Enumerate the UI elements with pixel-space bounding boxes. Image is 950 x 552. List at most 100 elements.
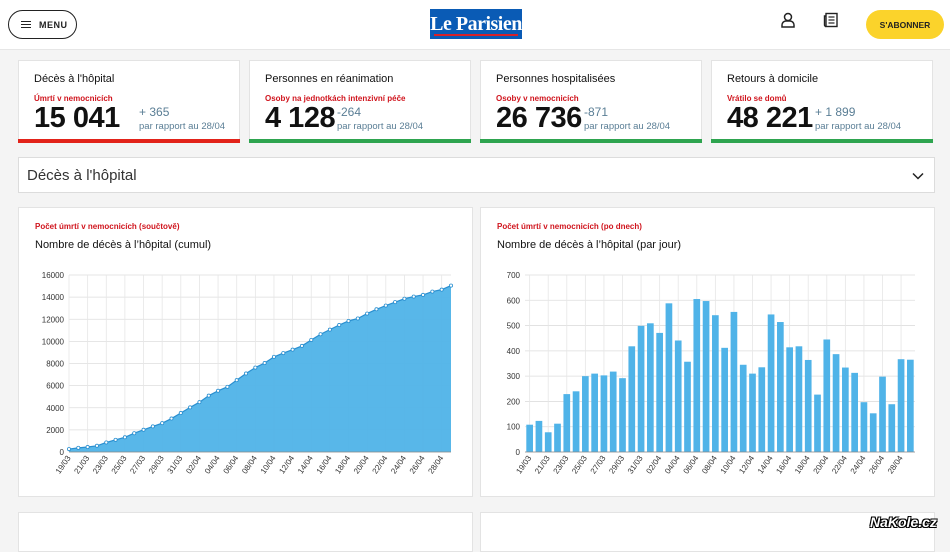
stat-value: 15 041: [34, 102, 120, 134]
accordion-title: Décès à l'hôpital: [27, 167, 137, 184]
data-point: [244, 371, 249, 376]
chart-red-title: Počet úmrtí v nemocnicích (po dnech): [497, 222, 642, 231]
data-point: [160, 421, 165, 426]
x-tick-label: 28/04: [426, 454, 445, 476]
data-point: [113, 437, 118, 442]
data-point: [76, 445, 81, 450]
chart-red-title: Počet úmrtí v nemocnicích (součtově): [35, 222, 180, 231]
bar: [609, 371, 617, 452]
stat-card-icu: Personnes en réanimation Osoby na jednot…: [249, 60, 471, 143]
data-point: [281, 351, 286, 356]
y-tick-label: 16000: [42, 271, 65, 280]
x-tick-label: 29/03: [607, 454, 626, 476]
data-point: [122, 435, 127, 440]
section-accordion[interactable]: Décès à l'hôpital: [18, 157, 935, 193]
bar: [647, 323, 654, 452]
bar: [721, 347, 728, 452]
hamburger-icon: [21, 20, 31, 29]
y-tick-label: 8000: [46, 360, 64, 369]
stat-value: 4 128: [265, 102, 336, 134]
x-tick-label: 02/04: [644, 454, 663, 476]
menu-button[interactable]: MENU: [8, 10, 77, 39]
x-tick-label: 28/04: [886, 454, 905, 476]
site-logo[interactable]: Le Parisien: [430, 9, 522, 39]
stat-color-bar: [249, 139, 471, 143]
newspaper-icon[interactable]: [823, 12, 839, 28]
bar: [591, 373, 598, 452]
bar: [535, 420, 543, 452]
x-tick-label: 08/04: [240, 454, 259, 476]
bar: [749, 373, 756, 452]
x-tick-label: 22/04: [830, 454, 849, 476]
y-tick-label: 10000: [42, 337, 65, 346]
stat-subtitle: Úmrtí v nemocnicích: [34, 94, 113, 103]
bar: [656, 332, 663, 452]
x-tick-label: 16/04: [774, 454, 793, 476]
subscribe-label: S'ABONNER: [879, 19, 931, 30]
bar: [888, 404, 896, 452]
x-tick-label: 25/03: [110, 454, 129, 476]
stat-delta: -264: [337, 105, 362, 119]
x-tick-label: 21/03: [533, 454, 552, 476]
stat-subtitle: Vrátilo se domů: [727, 94, 787, 103]
subscribe-button[interactable]: S'ABONNER: [866, 10, 944, 39]
chevron-down-icon[interactable]: [911, 169, 925, 183]
data-point: [67, 447, 72, 452]
y-tick-label: 100: [507, 423, 521, 432]
stat-color-bar: [18, 139, 240, 143]
x-tick-label: 27/03: [589, 454, 608, 476]
bar: [637, 325, 645, 452]
stat-subtitle: Osoby na jednotkách intenzivní péče: [265, 94, 406, 103]
x-tick-label: 20/04: [812, 454, 831, 476]
watermark: NaKole.cz: [870, 514, 937, 530]
x-tick-label: 10/04: [259, 454, 278, 476]
y-tick-label: 500: [507, 322, 521, 331]
bar: [544, 432, 552, 452]
x-tick-label: 19/03: [54, 454, 73, 476]
data-point: [402, 296, 407, 301]
y-tick-label: 0: [60, 448, 65, 457]
top-bar: MENU Le Parisien S'ABONNER: [0, 0, 950, 50]
data-point: [188, 405, 193, 410]
data-point: [411, 294, 416, 299]
stat-subtitle: Osoby v nemocnicích: [496, 94, 579, 103]
bar: [897, 359, 905, 452]
bar: [804, 359, 812, 452]
y-tick-label: 600: [507, 296, 521, 305]
stat-delta: + 1 899: [815, 105, 856, 119]
stat-color-bar: [480, 139, 702, 143]
stat-delta: -871: [584, 105, 609, 119]
data-point: [318, 332, 323, 337]
x-tick-label: 14/04: [756, 454, 775, 476]
bar: [572, 391, 580, 452]
y-tick-label: 700: [507, 271, 521, 280]
bar: [674, 340, 682, 452]
y-tick-label: 0: [516, 448, 521, 457]
x-tick-label: 12/04: [277, 454, 296, 476]
bar: [814, 394, 821, 452]
data-point: [299, 343, 304, 348]
data-point: [216, 388, 221, 393]
y-tick-label: 14000: [42, 293, 65, 302]
next-card-right: [480, 512, 935, 552]
bar: [702, 301, 710, 452]
bar: [693, 299, 701, 452]
bar: [712, 315, 719, 452]
bar: [795, 346, 803, 452]
data-point: [253, 365, 258, 370]
y-tick-label: 200: [507, 397, 521, 406]
y-tick-label: 300: [507, 372, 521, 381]
user-icon[interactable]: [780, 12, 796, 28]
stat-title: Décès à l'hôpital: [34, 73, 115, 85]
y-tick-label: 6000: [46, 382, 64, 391]
x-tick-label: 16/04: [315, 454, 334, 476]
data-point: [290, 347, 295, 352]
data-point: [393, 300, 398, 305]
data-point: [197, 400, 202, 405]
stat-since: par rapport au 28/04: [815, 121, 902, 132]
data-point: [178, 411, 183, 416]
bar: [554, 423, 561, 452]
bar: [739, 364, 747, 452]
x-tick-label: 06/04: [682, 454, 701, 476]
stat-title: Retours à domicile: [727, 73, 819, 85]
